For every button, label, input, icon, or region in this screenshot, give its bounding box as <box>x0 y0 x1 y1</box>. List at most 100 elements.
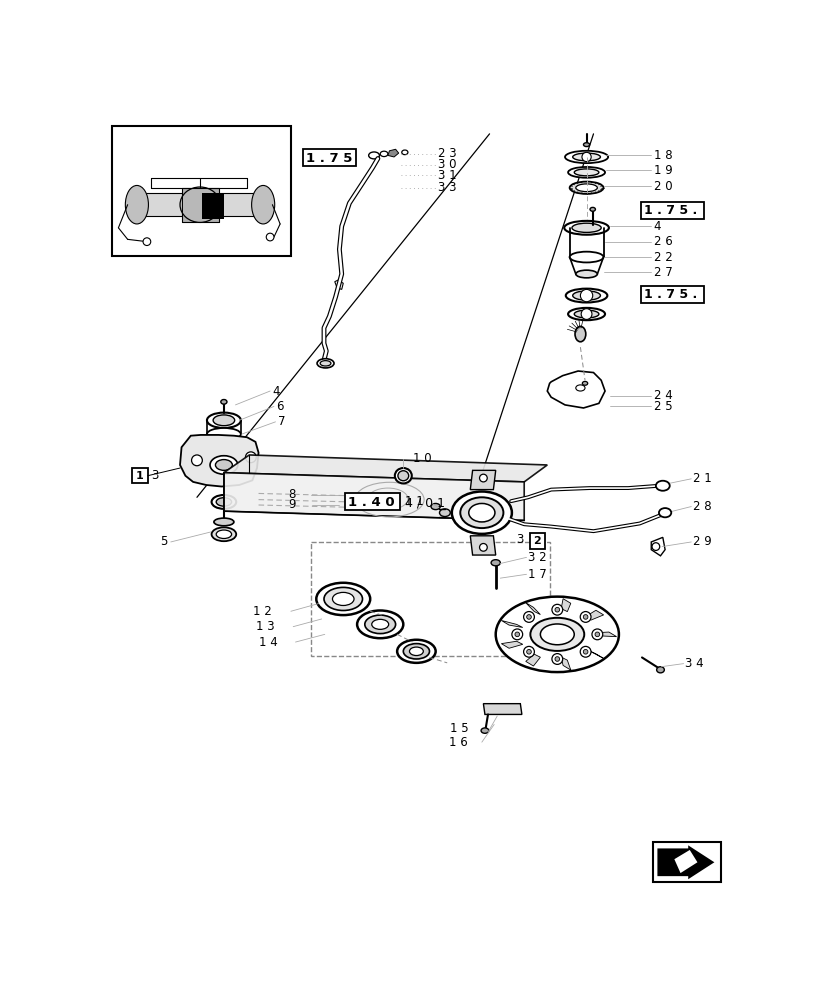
Polygon shape <box>180 435 258 487</box>
Ellipse shape <box>573 310 598 318</box>
Polygon shape <box>470 536 495 555</box>
Circle shape <box>554 657 559 661</box>
Ellipse shape <box>568 308 604 320</box>
Ellipse shape <box>572 153 600 161</box>
Ellipse shape <box>319 361 331 366</box>
Circle shape <box>581 309 591 319</box>
Text: 2: 2 <box>533 536 541 546</box>
Text: 2 6: 2 6 <box>653 235 672 248</box>
Ellipse shape <box>495 597 618 672</box>
Ellipse shape <box>220 400 227 404</box>
Text: 1 2: 1 2 <box>253 605 272 618</box>
Bar <box>112 126 291 256</box>
Polygon shape <box>657 845 713 879</box>
Circle shape <box>551 654 562 664</box>
Polygon shape <box>673 850 697 873</box>
Ellipse shape <box>574 326 585 342</box>
Ellipse shape <box>371 619 388 629</box>
Polygon shape <box>560 599 570 612</box>
Circle shape <box>582 615 587 619</box>
Ellipse shape <box>530 618 584 651</box>
Ellipse shape <box>590 207 595 211</box>
Polygon shape <box>224 455 546 482</box>
Ellipse shape <box>655 481 669 491</box>
Text: 3: 3 <box>516 533 523 546</box>
Circle shape <box>595 632 599 637</box>
Ellipse shape <box>572 291 600 300</box>
Text: 1 3: 1 3 <box>256 620 274 633</box>
Ellipse shape <box>409 647 423 656</box>
Polygon shape <box>387 149 398 157</box>
Ellipse shape <box>431 503 440 510</box>
Circle shape <box>523 612 534 622</box>
Text: 1 0: 1 0 <box>412 452 431 465</box>
Bar <box>132 468 147 483</box>
Text: 2 0: 2 0 <box>653 180 672 193</box>
Ellipse shape <box>565 289 607 302</box>
Text: 4 / 0 1: 4 / 0 1 <box>405 496 445 509</box>
Text: 1 . 7 5: 1 . 7 5 <box>305 152 351 165</box>
Ellipse shape <box>396 640 435 663</box>
Ellipse shape <box>451 492 511 534</box>
Ellipse shape <box>481 728 488 733</box>
Ellipse shape <box>575 270 596 278</box>
Polygon shape <box>500 620 523 627</box>
Bar <box>640 202 704 219</box>
Ellipse shape <box>251 185 274 224</box>
Circle shape <box>143 238 151 246</box>
Ellipse shape <box>569 252 603 262</box>
Ellipse shape <box>210 456 238 474</box>
Circle shape <box>511 629 522 640</box>
Text: 1: 1 <box>135 471 143 481</box>
Text: 9: 9 <box>287 498 295 512</box>
Ellipse shape <box>364 615 395 634</box>
Circle shape <box>580 612 590 622</box>
Ellipse shape <box>403 644 429 659</box>
Polygon shape <box>500 641 523 648</box>
Ellipse shape <box>583 143 589 147</box>
Text: 2 8: 2 8 <box>692 500 711 513</box>
Polygon shape <box>334 280 343 289</box>
Ellipse shape <box>216 498 231 506</box>
Circle shape <box>526 649 531 654</box>
Text: 2 2: 2 2 <box>653 251 672 264</box>
Text: 1 5: 1 5 <box>449 722 468 735</box>
Polygon shape <box>181 188 218 222</box>
Ellipse shape <box>573 169 598 176</box>
Ellipse shape <box>324 587 362 610</box>
Ellipse shape <box>563 221 609 235</box>
Polygon shape <box>546 371 604 408</box>
Text: 7: 7 <box>278 415 285 428</box>
Text: 1 8: 1 8 <box>653 149 672 162</box>
Text: 3 2: 3 2 <box>527 551 546 564</box>
Circle shape <box>479 544 486 551</box>
Circle shape <box>581 152 590 162</box>
Ellipse shape <box>401 150 407 155</box>
Text: 1 9: 1 9 <box>653 164 672 177</box>
Ellipse shape <box>216 530 231 538</box>
Text: 2 9: 2 9 <box>692 535 711 548</box>
Circle shape <box>245 452 256 463</box>
Ellipse shape <box>468 503 495 522</box>
Circle shape <box>266 233 274 241</box>
Polygon shape <box>650 537 664 556</box>
Ellipse shape <box>491 560 500 566</box>
Bar <box>652 842 720 882</box>
Ellipse shape <box>397 471 408 481</box>
Ellipse shape <box>569 182 603 194</box>
Circle shape <box>580 646 590 657</box>
Polygon shape <box>525 603 540 615</box>
Text: 2 4: 2 4 <box>653 389 672 402</box>
Ellipse shape <box>439 509 450 517</box>
Circle shape <box>582 649 587 654</box>
Polygon shape <box>470 470 495 490</box>
Circle shape <box>551 604 562 615</box>
Ellipse shape <box>211 527 236 541</box>
Polygon shape <box>584 610 603 620</box>
Text: 1 . 4 0: 1 . 4 0 <box>347 496 394 509</box>
Ellipse shape <box>180 187 219 222</box>
Ellipse shape <box>332 592 354 605</box>
Text: 1 . 7 5 .: 1 . 7 5 . <box>643 288 696 301</box>
Ellipse shape <box>658 508 671 517</box>
Ellipse shape <box>575 385 584 391</box>
